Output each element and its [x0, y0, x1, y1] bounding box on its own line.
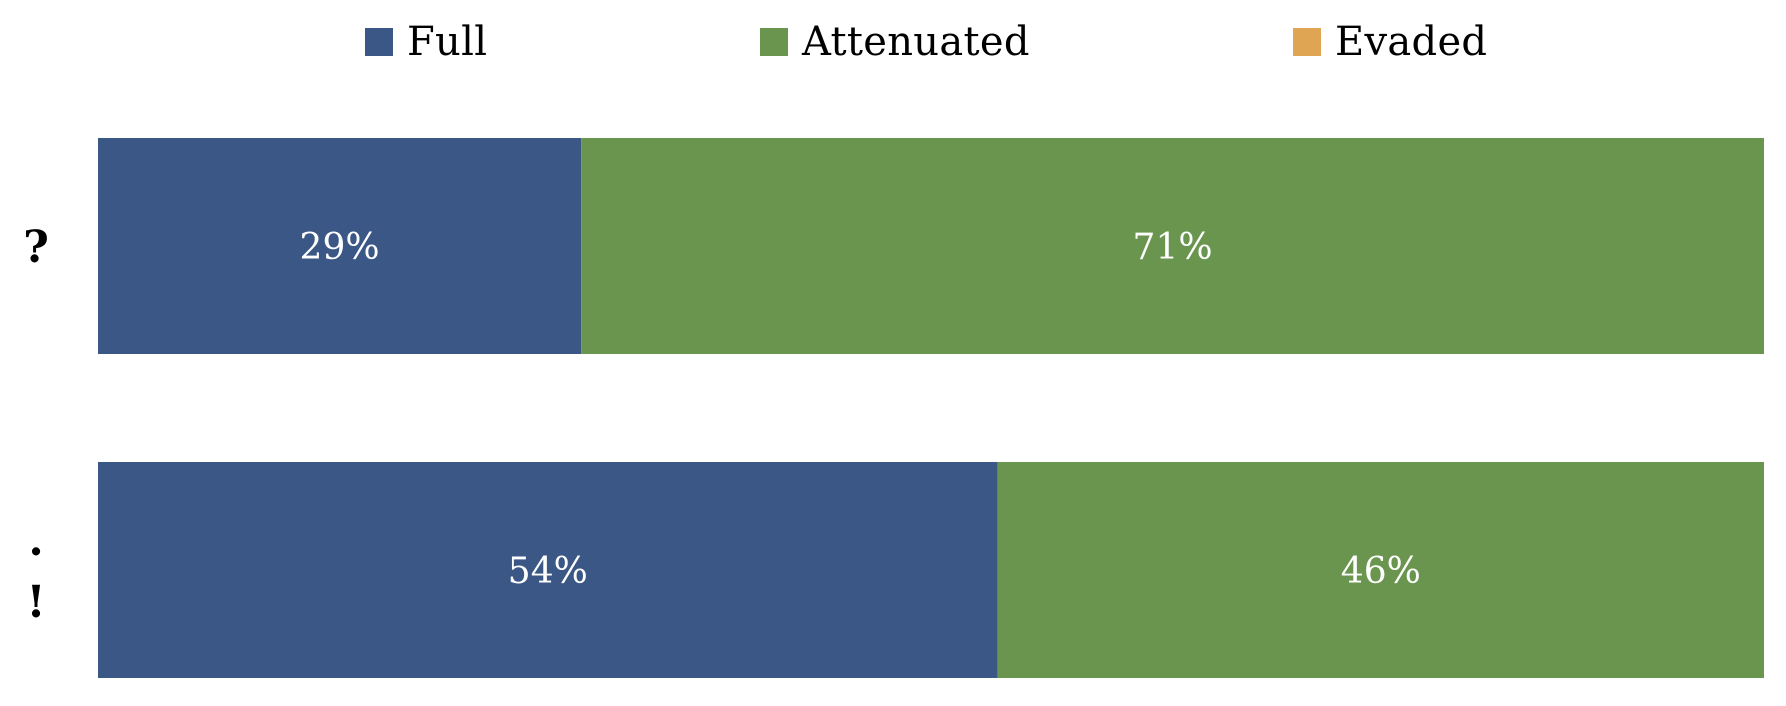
legend-label-full: Full: [407, 19, 488, 65]
legend: Full Attenuated Evaded: [0, 18, 1786, 66]
bar-group-2: .! 54% 46%: [26, 462, 1764, 678]
category-label-glyph: .: [28, 515, 43, 566]
legend-swatch-evaded: [1293, 28, 1321, 56]
category-label-glyph: ?: [23, 222, 49, 273]
legend-item-attenuated: Attenuated: [760, 18, 1030, 66]
legend-item-full: Full: [365, 18, 487, 66]
data-label-attenuated-2: 46%: [1341, 551, 1421, 592]
bar-attenuated-2: [997, 462, 1764, 678]
legend-label-attenuated: Attenuated: [802, 19, 1030, 65]
bar-full-2: [98, 462, 998, 678]
bar-full-1: [98, 138, 582, 354]
category-label: .!: [26, 515, 45, 628]
data-label-full-1: 29%: [300, 227, 380, 268]
category-label-glyph: !: [26, 577, 45, 628]
legend-label-evaded: Evaded: [1335, 19, 1488, 65]
data-label-full-2: 54%: [508, 551, 588, 592]
legend-swatch-attenuated: [760, 28, 788, 56]
data-label-attenuated-1: 71%: [1133, 227, 1213, 268]
legend-item-evaded: Evaded: [1293, 18, 1487, 66]
bar-group-1: ? 29% 71%: [23, 138, 1764, 354]
legend-swatch-full: [365, 28, 393, 56]
bar-attenuated-1: [581, 138, 1764, 354]
category-label: ?: [23, 222, 49, 273]
